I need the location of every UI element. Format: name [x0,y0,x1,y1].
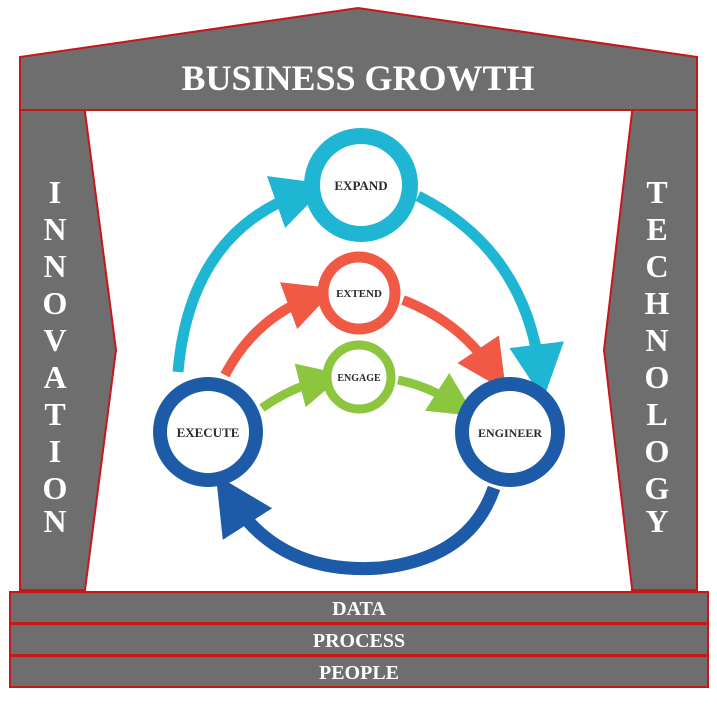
foundation-label-people: PEOPLE [319,662,399,684]
right-pillar-letter: E [646,211,667,247]
left-pillar-letter: I [49,433,61,469]
left-pillar-letter: O [43,470,68,506]
node-extend: EXTEND [317,251,401,335]
left-pillar-letter: N [43,503,66,539]
right-pillar-label: T E C H N O L O G Y [645,174,670,539]
right-pillar-letter: L [646,396,667,432]
node-expand: EXPAND [304,128,418,242]
left-pillar-letter: A [43,359,66,395]
right-pillar-letter: N [645,322,668,358]
left-pillar-letter: T [44,396,65,432]
arrow-execute-to-extend [220,282,336,378]
right-pillar-letter: G [645,470,670,506]
left-pillar-label: I N N O V A T I O N [43,174,68,539]
left-pillar-letter: O [43,285,68,321]
right-pillar-letter: H [645,285,670,321]
node-engineer-label: ENGINEER [478,426,542,440]
arrow-engineer-to-execute [215,474,501,576]
foundation: DATA PROCESS PEOPLE [9,591,709,688]
roof-title: BUSINESS GROWTH [181,58,534,98]
arrow-execute-to-expand [172,176,328,373]
node-execute: EXECUTE [153,377,263,487]
foundation-label-data: DATA [332,598,386,620]
arrow-engage-to-engineer [397,372,475,417]
left-pillar: I N N O V A T I O N [19,109,118,591]
arrow-execute-to-engage [259,363,344,412]
node-expand-label: EXPAND [334,178,387,193]
right-pillar: T E C H N O L O G Y [602,109,698,591]
node-execute-label: EXECUTE [177,425,240,440]
node-engage: ENGAGE [322,340,396,414]
cycle-arrows [172,176,564,576]
node-engineer: ENGINEER [455,377,565,487]
node-engage-label: ENGAGE [337,373,381,384]
left-pillar-letter: I [49,174,61,210]
left-pillar-letter: N [43,211,66,247]
left-pillar-letter: V [43,322,66,358]
foundation-layer-data [9,591,709,624]
left-pillar-letter: N [43,248,66,284]
foundation-label-process: PROCESS [313,630,405,652]
node-extend-label: EXTEND [336,288,382,300]
foundation-layer-people [9,655,709,688]
arrow-extend-to-engineer [401,295,506,391]
right-pillar-letter: C [645,248,668,284]
right-pillar-letter: T [646,174,667,210]
right-pillar-letter: O [645,359,670,395]
right-pillar-letter: Y [645,503,668,539]
arrow-expand-to-engineer [415,191,564,400]
roof: BUSINESS GROWTH [19,6,698,111]
right-pillar-letter: O [645,433,670,469]
